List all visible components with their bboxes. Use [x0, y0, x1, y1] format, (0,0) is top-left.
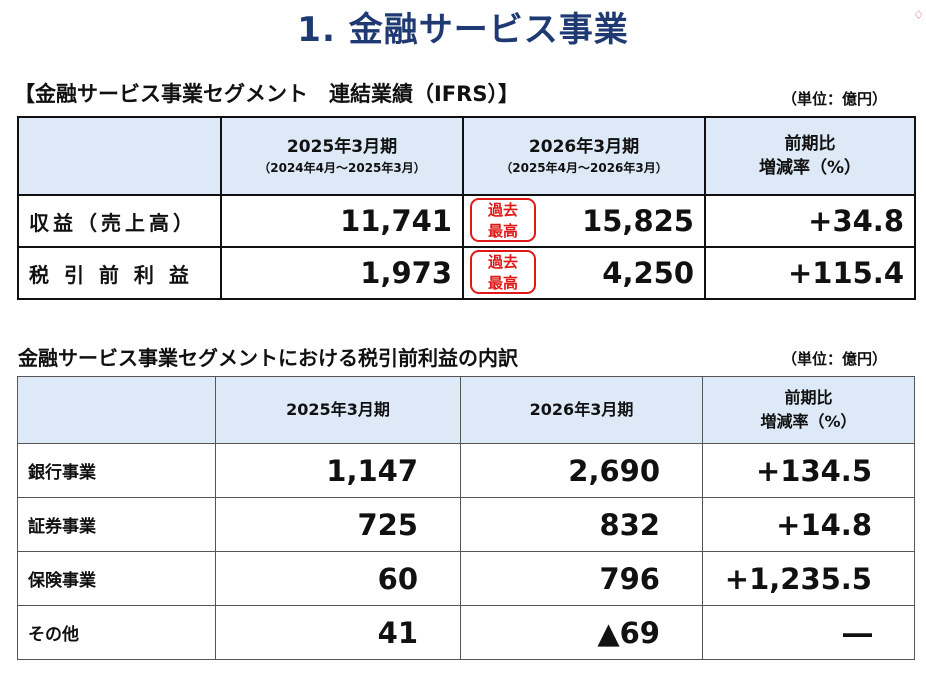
row-label: 税 引 前 利 益 [17, 246, 222, 300]
value-fy2026: 15,825 [582, 204, 694, 238]
badge-line2: 最高 [487, 222, 518, 240]
value-fy2026: 796 [460, 551, 703, 606]
value-fy2025: 725 [215, 497, 461, 552]
consolidated-results-table: 2025年3月期 （2024年4月～2025年3月） 2026年3月期 （202… [17, 116, 916, 300]
table-row: 税 引 前 利 益 1,973 過去 最高 4,250 +115.4 [17, 246, 916, 300]
value-fy2026: 2,690 [460, 443, 703, 498]
row-label: 保険事業 [17, 551, 216, 606]
header-blank-cell [17, 376, 216, 444]
value-fy2025: 1,973 [220, 246, 464, 300]
table-row: 保険事業 60 796 +1,235.5 [17, 551, 915, 606]
badge-line1: 過去 [487, 201, 518, 219]
section1-heading: 【金融サービス事業セグメント 連結業績（IFRS）】 [14, 82, 519, 106]
table-row: 証券事業 725 832 +14.8 [17, 497, 915, 552]
header-change-line1: 前期比 [784, 388, 833, 407]
header-change-line1: 前期比 [784, 134, 836, 154]
value-fy2025: 60 [215, 551, 461, 606]
row-label: その他 [17, 605, 216, 660]
value-change: +34.8 [704, 194, 916, 248]
header-fy2026: 2026年3月期 [460, 376, 703, 444]
row-label: 銀行事業 [17, 443, 216, 498]
table-row: 収益（売上高） 11,741 過去 最高 15,825 +34.8 [17, 194, 916, 248]
header-blank-cell [17, 116, 222, 196]
header-fy2026-main: 2026年3月期 [528, 137, 640, 157]
page-title: 1. 金融サービス事業 [297, 10, 629, 50]
header-change-line2: 増減率（%） [758, 158, 862, 178]
header-fy2026-sub: （2025年4月～2026年3月） [500, 161, 668, 175]
row-label: 収益（売上高） [17, 194, 222, 248]
corner-mark: ♢ [913, 8, 924, 22]
record-high-badge: 過去 最高 [470, 198, 536, 242]
value-fy2026: 832 [460, 497, 703, 552]
value-fy2026: ▲69 [460, 605, 703, 660]
header-fy2025: 2025年3月期 （2024年4月～2025年3月） [220, 116, 464, 196]
header-change-line2: 増減率（%） [760, 412, 857, 431]
profit-breakdown-table: 2025年3月期 2026年3月期 前期比 増減率（%） 銀行事業 1,147 … [17, 376, 915, 660]
badge-line2: 最高 [487, 274, 518, 292]
value-fy2026-cell: 過去 最高 4,250 [462, 246, 706, 300]
value-change: +14.8 [702, 497, 915, 552]
value-fy2026: 4,250 [602, 256, 694, 290]
section1-unit: （単位：億円） [782, 90, 888, 108]
header-change: 前期比 増減率（%） [704, 116, 916, 196]
table-row: 銀行事業 1,147 2,690 +134.5 [17, 443, 915, 498]
record-high-badge: 過去 最高 [470, 250, 536, 294]
section2-unit: （単位：億円） [782, 350, 888, 368]
value-fy2025: 1,147 [215, 443, 461, 498]
section2-heading: 金融サービス事業セグメントにおける税引前利益の内訳 [18, 346, 518, 370]
header-fy2026: 2026年3月期 （2025年4月～2026年3月） [462, 116, 706, 196]
value-change: +134.5 [702, 443, 915, 498]
table-header-row: 2025年3月期 2026年3月期 前期比 増減率（%） [17, 376, 915, 444]
table-row: その他 41 ▲69 ― [17, 605, 915, 660]
table-header-row: 2025年3月期 （2024年4月～2025年3月） 2026年3月期 （202… [17, 116, 916, 196]
header-fy2025: 2025年3月期 [215, 376, 461, 444]
value-fy2025: 11,741 [220, 194, 464, 248]
row-label: 証券事業 [17, 497, 216, 552]
header-fy2025-sub: （2024年4月～2025年3月） [258, 161, 426, 175]
value-fy2025: 41 [215, 605, 461, 660]
badge-line1: 過去 [487, 253, 518, 271]
value-change: +1,235.5 [702, 551, 915, 606]
value-change: +115.4 [704, 246, 916, 300]
value-change: ― [702, 605, 915, 660]
header-fy2025-main: 2025年3月期 [286, 137, 398, 157]
value-fy2026-cell: 過去 最高 15,825 [462, 194, 706, 248]
header-change: 前期比 増減率（%） [702, 376, 915, 444]
